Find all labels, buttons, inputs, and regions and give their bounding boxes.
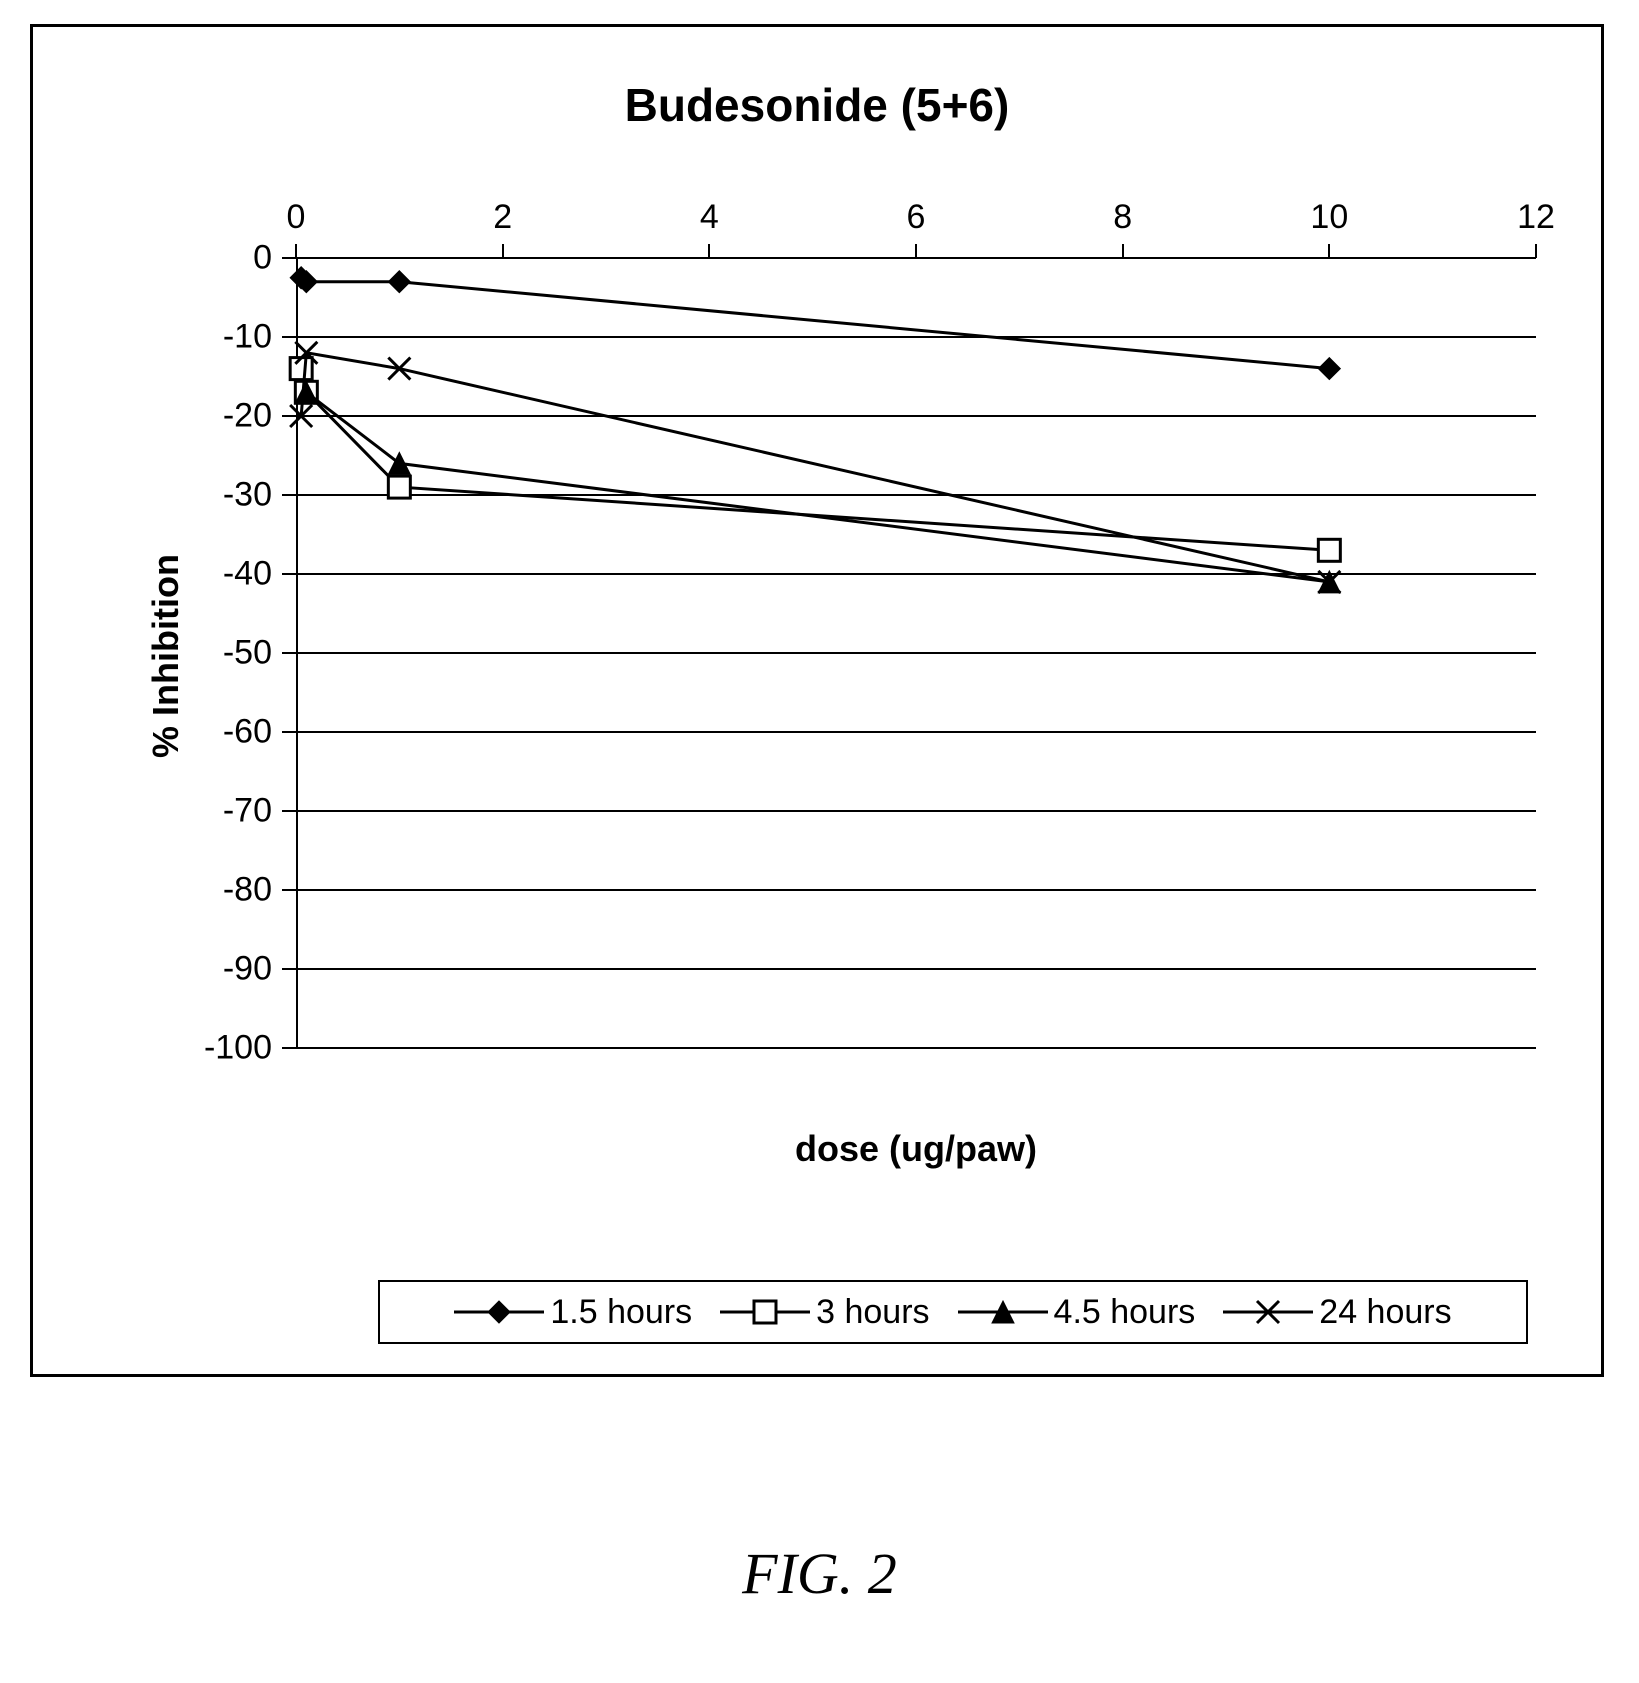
legend-marker bbox=[958, 1297, 1048, 1327]
x-tick-mark bbox=[1122, 244, 1124, 258]
y-tick-label: -90 bbox=[176, 950, 272, 989]
legend-label: 3 hours bbox=[816, 1293, 929, 1332]
y-tick-label: -10 bbox=[176, 318, 272, 357]
legend-marker bbox=[454, 1297, 544, 1327]
y-tick-label: -70 bbox=[176, 792, 272, 831]
x-tick-label: 8 bbox=[1113, 198, 1132, 237]
x-tick-mark bbox=[1328, 244, 1330, 258]
chart-series-layer bbox=[296, 258, 1536, 1048]
y-tick-label: -80 bbox=[176, 871, 272, 910]
y-tick-label: -20 bbox=[176, 397, 272, 436]
legend-item: 4.5 hours bbox=[958, 1293, 1196, 1332]
y-tick-mark bbox=[282, 257, 296, 259]
x-tick-mark bbox=[295, 244, 297, 258]
legend-item: 1.5 hours bbox=[454, 1293, 692, 1332]
y-tick-mark bbox=[282, 415, 296, 417]
x-tick-label: 10 bbox=[1310, 198, 1348, 237]
legend-label: 1.5 hours bbox=[550, 1293, 692, 1332]
y-tick-label: 0 bbox=[176, 239, 272, 278]
y-tick-mark bbox=[282, 731, 296, 733]
y-tick-mark bbox=[282, 810, 296, 812]
x-axis-title: dose (ug/paw) bbox=[296, 1128, 1536, 1170]
legend-label: 4.5 hours bbox=[1054, 1293, 1196, 1332]
legend-item: 24 hours bbox=[1223, 1293, 1451, 1332]
y-tick-mark bbox=[282, 652, 296, 654]
x-tick-label: 12 bbox=[1517, 198, 1555, 237]
x-tick-mark bbox=[1535, 244, 1537, 258]
x-tick-mark bbox=[502, 244, 504, 258]
figure-caption: FIG. 2 bbox=[0, 1540, 1639, 1607]
y-tick-label: -50 bbox=[176, 634, 272, 673]
legend-marker bbox=[720, 1297, 810, 1327]
x-tick-mark bbox=[915, 244, 917, 258]
y-tick-label: -100 bbox=[176, 1029, 272, 1068]
y-tick-mark bbox=[282, 889, 296, 891]
legend: 1.5 hours 3 hours 4.5 hours 24 hours bbox=[378, 1280, 1528, 1344]
y-tick-mark bbox=[282, 1047, 296, 1049]
x-tick-mark bbox=[708, 244, 710, 258]
y-tick-label: -40 bbox=[176, 555, 272, 594]
x-tick-label: 6 bbox=[907, 198, 926, 237]
x-tick-label: 0 bbox=[287, 198, 306, 237]
y-tick-label: -30 bbox=[176, 476, 272, 515]
y-tick-label: -60 bbox=[176, 713, 272, 752]
x-tick-label: 4 bbox=[700, 198, 719, 237]
legend-marker bbox=[1223, 1297, 1313, 1327]
chart-title: Budesonide (5+6) bbox=[30, 78, 1604, 132]
legend-item: 3 hours bbox=[720, 1293, 929, 1332]
legend-label: 24 hours bbox=[1319, 1293, 1451, 1332]
y-tick-mark bbox=[282, 336, 296, 338]
y-tick-mark bbox=[282, 494, 296, 496]
plot-area bbox=[296, 258, 1536, 1048]
y-tick-mark bbox=[282, 968, 296, 970]
y-tick-mark bbox=[282, 573, 296, 575]
x-tick-label: 2 bbox=[493, 198, 512, 237]
